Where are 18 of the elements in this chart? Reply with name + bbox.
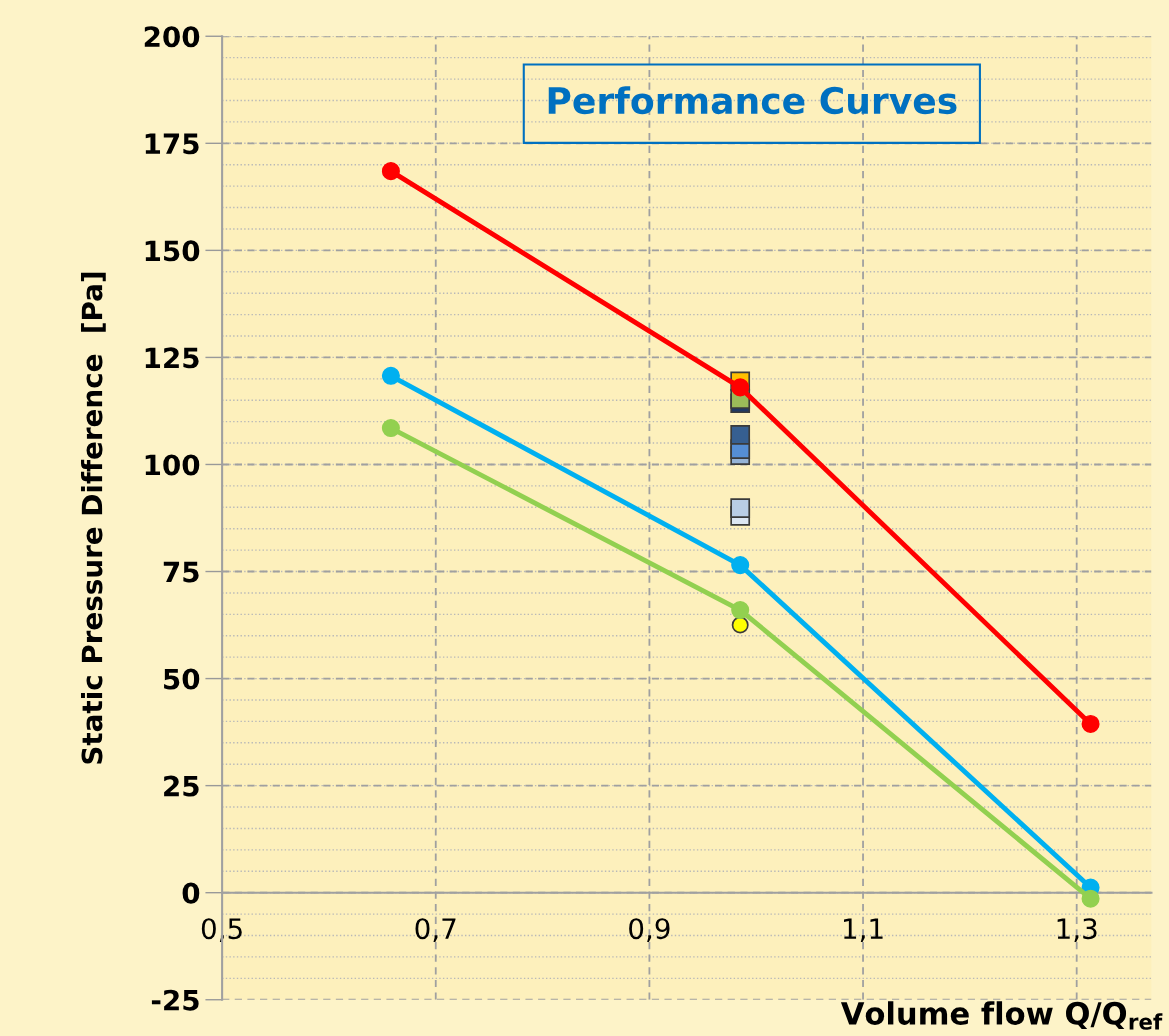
x-axis-title: Volume flow Q/Q$_{ref}$ [840,1001,1163,1030]
x-tick-label: 0,9 [629,918,670,943]
y-tick-label: 150 [145,240,200,262]
y-tick-label: 0 [182,882,200,904]
x-tick-label: 1,3 [1057,918,1097,943]
y-tick-label: 25 [164,775,199,797]
y-tick-label: 100 [145,454,200,476]
x-tick-label: 1,1 [844,918,883,943]
y-tick-label: 200 [144,26,200,48]
y-tick-label: 175 [145,133,199,155]
y-tick-label: 125 [145,347,199,369]
y-tick-label: 50 [164,668,200,690]
text: Performance Curves [548,86,957,115]
y-tick-label: -25 [151,989,199,1011]
x-tick-label: 0,5 [201,918,242,943]
y-tick-label: 75 [163,561,199,583]
y-axis-title: Static Pressure Difference [Pa] [80,272,106,764]
x-tick-label: 0,7 [415,918,456,943]
